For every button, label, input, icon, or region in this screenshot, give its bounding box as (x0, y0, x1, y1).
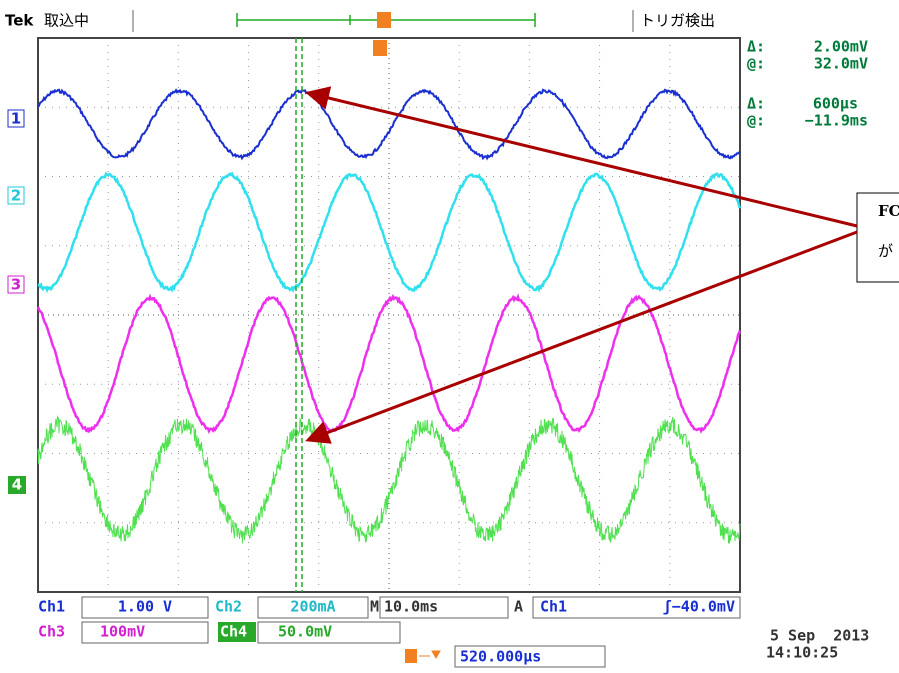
trigger-marker (377, 12, 391, 28)
annotation-text: が (878, 242, 893, 260)
trigger-source: Ch1 (540, 598, 567, 616)
time-scale: 10.0ms (384, 598, 438, 616)
channel-marker-label: 3 (11, 276, 21, 294)
time: 14:10:25 (766, 644, 838, 662)
ch2-label: Ch2 (215, 598, 242, 616)
cursor-symbol: Δ: (747, 38, 765, 56)
trigger-marker (373, 40, 387, 56)
trigger-level: ʃ−40.0mV (663, 598, 735, 616)
channel-marker-label: 1 (11, 110, 21, 128)
brand: Tek (5, 12, 34, 30)
channel-marker-label: 4 (12, 476, 22, 494)
ch4-scale: 50.0mV (278, 623, 332, 641)
cursor-value: 32.0mV (814, 55, 868, 73)
status: 取込中 (44, 12, 89, 30)
ch1-label: Ch1 (38, 598, 65, 616)
position-icon (405, 649, 417, 663)
oscilloscope-screen: Tek 取込中 トリガ検出 Δ: 2.00mV @: 32.0mV Δ: 600… (0, 0, 899, 669)
cursor-symbol: @: (747, 112, 765, 130)
cursor-symbol: @: (747, 55, 765, 73)
ch1-scale: 1.00 V (118, 598, 172, 616)
trigger-status: トリガ検出 (640, 12, 715, 30)
cursor-value: −11.9ms (805, 112, 868, 130)
date: 5 Sep 2013 (770, 627, 869, 645)
cursor-value: 2.00mV (814, 38, 868, 56)
annotation-text: FC (878, 202, 899, 220)
trigger-mode: A (514, 598, 523, 616)
position: 520.000µs (460, 648, 541, 666)
time-label: M (370, 598, 379, 616)
cursor-symbol: Δ: (747, 95, 765, 113)
ch3-label: Ch3 (38, 623, 65, 641)
ch3-scale: 100mV (100, 623, 145, 641)
ch2-scale: 200mA (290, 598, 335, 616)
cursor-value: 600µs (813, 95, 858, 113)
ch4-label: Ch4 (220, 623, 247, 641)
channel-marker-label: 2 (11, 187, 21, 205)
